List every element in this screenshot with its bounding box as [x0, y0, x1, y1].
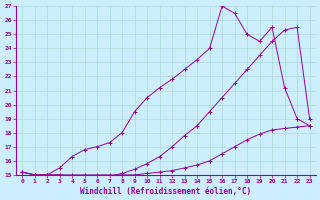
- X-axis label: Windchill (Refroidissement éolien,°C): Windchill (Refroidissement éolien,°C): [80, 187, 252, 196]
